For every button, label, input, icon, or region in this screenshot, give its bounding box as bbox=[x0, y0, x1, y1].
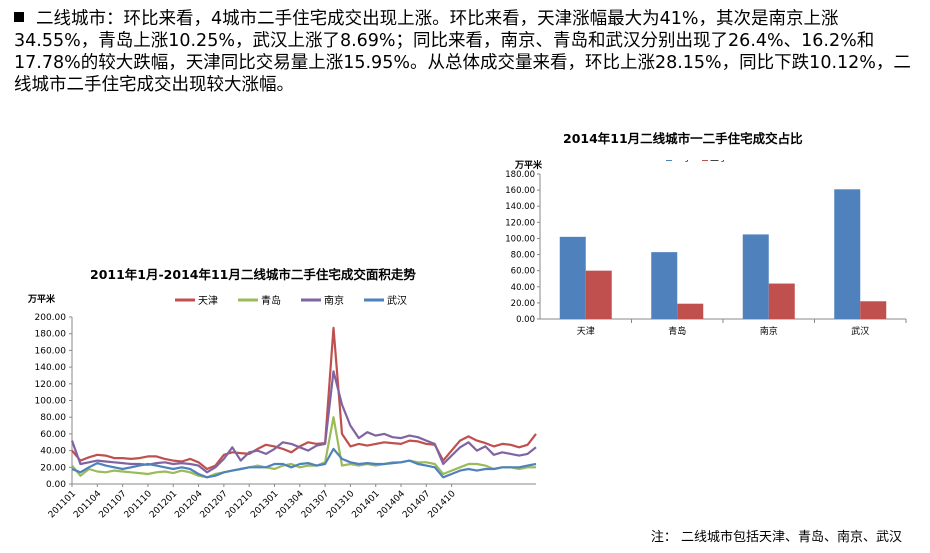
y-tick-label: 140.00 bbox=[35, 363, 67, 373]
bar-chart-title: 2014年11月二线城市一二手住宅成交占比 bbox=[563, 131, 803, 146]
x-tick-label: 南京 bbox=[760, 325, 778, 337]
legend-label-0: 天津 bbox=[198, 295, 218, 307]
bar-chart-unit: 万平米 bbox=[515, 161, 543, 171]
bar-1-0 bbox=[585, 270, 612, 319]
bar-0-1 bbox=[651, 252, 678, 319]
bar-chart: 一手 二手 0.00 20.00 40.00 60.00 80.00 100.00 120.00… bbox=[505, 160, 907, 337]
y-tick-label: 80.00 bbox=[511, 251, 535, 261]
y-tick-label: 20.00 bbox=[40, 463, 66, 473]
y-tick-label: 60.00 bbox=[511, 267, 535, 277]
legend-swatch-0 bbox=[666, 160, 672, 161]
y-tick-label: 40.00 bbox=[511, 283, 535, 293]
bar-0-3 bbox=[834, 189, 861, 319]
legend-label-3: 武汉 bbox=[387, 295, 407, 307]
series-line-1 bbox=[71, 416, 536, 479]
legend-label-0: 一手 bbox=[674, 160, 692, 164]
series-line-0 bbox=[71, 326, 537, 471]
line-chart-unit: 万平米 bbox=[28, 295, 56, 305]
y-tick-label: 100.00 bbox=[35, 397, 67, 407]
bullet-icon bbox=[14, 12, 24, 22]
x-tick-label: 201410 bbox=[426, 489, 458, 521]
legend-label-2: 南京 bbox=[324, 295, 344, 307]
y-tick-label: 200.00 bbox=[35, 313, 67, 323]
legend-swatch-1 bbox=[702, 160, 708, 161]
y-tick-label: 180.00 bbox=[35, 330, 67, 340]
y-tick-label: 100.00 bbox=[505, 234, 535, 244]
legend-label-1: 青岛 bbox=[261, 295, 281, 307]
footnote: 注： 二线城市包括天津、青岛、南京、武汉 bbox=[650, 530, 902, 545]
x-tick-label: 青岛 bbox=[668, 325, 686, 337]
y-tick-label: 120.00 bbox=[35, 380, 67, 390]
bar-1-2 bbox=[768, 283, 795, 319]
y-tick-label: 160.00 bbox=[35, 346, 67, 356]
y-tick-label: 20.00 bbox=[511, 299, 535, 309]
x-tick-label: 天津 bbox=[577, 326, 595, 337]
y-tick-label: 80.00 bbox=[40, 413, 66, 423]
series-line-3 bbox=[71, 447, 537, 479]
y-tick-label: 40.00 bbox=[40, 447, 66, 457]
y-tick-label: 60.00 bbox=[40, 430, 66, 440]
y-tick-label: 0.00 bbox=[516, 315, 535, 325]
y-tick-label: 0.00 bbox=[46, 480, 66, 490]
bar-1-1 bbox=[677, 303, 704, 319]
bar-0-2 bbox=[742, 234, 769, 319]
y-tick-label: 160.00 bbox=[505, 186, 535, 196]
summary-text: 二线城市：环比来看，4城市二手住宅成交出现上涨。环比来看，天津涨幅最大为41%，… bbox=[14, 9, 911, 95]
bar-1-3 bbox=[860, 301, 887, 319]
y-tick-label: 180.00 bbox=[505, 170, 535, 180]
legend-label-1: 二手 bbox=[710, 160, 728, 164]
y-tick-label: 140.00 bbox=[505, 202, 535, 212]
y-tick-label: 120.00 bbox=[505, 218, 535, 228]
x-tick-label: 武汉 bbox=[851, 325, 869, 337]
bar-0-0 bbox=[559, 236, 586, 319]
line-chart: 天津 青岛 南京 武汉 0.00 20.00 40.00 60.00 80.00 100.00 12… bbox=[35, 295, 537, 521]
line-chart-title: 2011年1月-2014年11月二线城市二手住宅成交面积走势 bbox=[90, 267, 416, 282]
summary-paragraph: 二线城市：环比来看，4城市二手住宅成交出现上涨。环比来看，天津涨幅最大为41%，… bbox=[14, 8, 914, 96]
